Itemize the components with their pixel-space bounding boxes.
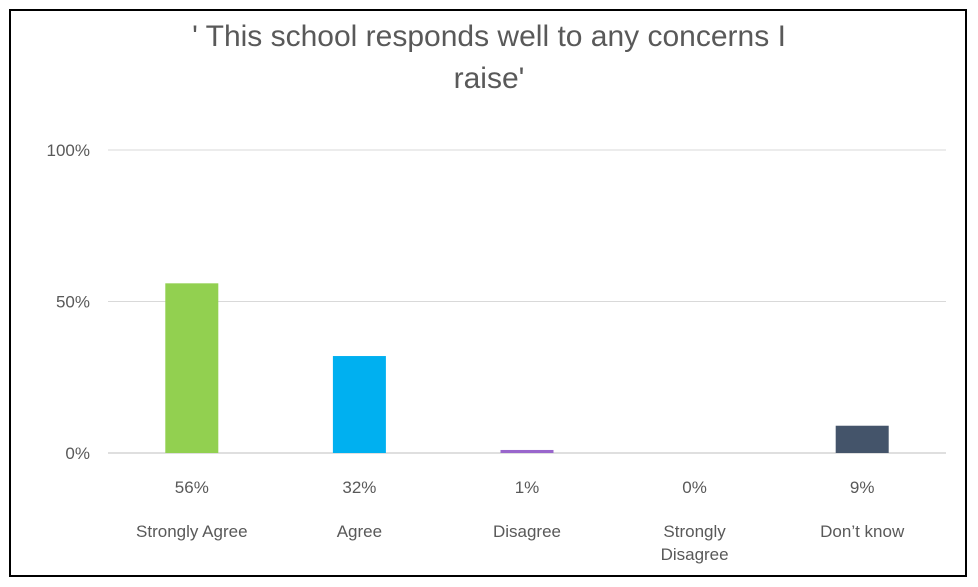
data-label: 32% [342,478,376,497]
y-tick-label: 0% [65,444,90,463]
data-label: 9% [850,478,875,497]
data-label: 1% [515,478,540,497]
bar [332,356,386,453]
category-label: Disagree [493,522,561,541]
y-tick-label: 100% [47,141,90,160]
category-label: Don’t know [820,522,905,541]
chart-title-line-1: ' This school responds well to any conce… [192,20,786,53]
bar [500,449,554,453]
category-label: Disagree [661,545,729,564]
category-label: Strongly Agree [136,522,248,541]
y-tick-label: 50% [56,293,90,312]
bar [835,425,889,453]
chart-title: ' This school responds well to any conce… [0,16,978,100]
bar [165,283,219,453]
data-label: 0% [682,478,707,497]
chart-title-line-2: raise' [453,62,525,95]
data-label: 56% [175,478,209,497]
category-label: Strongly [663,522,726,541]
category-label: Agree [337,522,382,541]
